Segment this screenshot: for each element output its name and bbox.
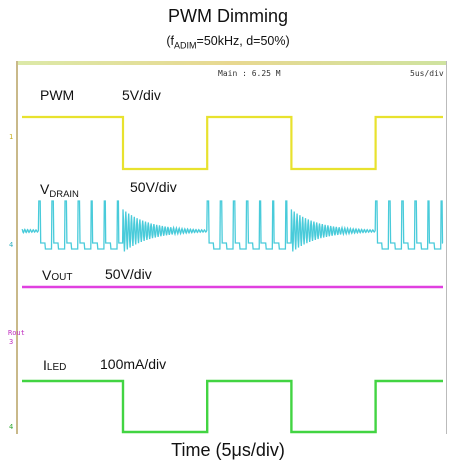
pwm-scale: 5V/div — [122, 87, 161, 103]
vdrain-name: V — [40, 181, 50, 197]
ch2-marker: 4 — [9, 241, 14, 249]
oscilloscope-screen: Main : 6.25 M 5us/div 1 4 Rout 3 4 PWM 5… — [8, 61, 447, 434]
trace-plot — [21, 115, 444, 434]
vdrain-sub: DRAIN — [49, 189, 79, 200]
pwm-label: PWM — [40, 87, 75, 103]
vout-name: V — [42, 267, 52, 283]
scope-top-bar — [18, 61, 446, 65]
iled-name: I — [43, 357, 47, 373]
ch4-marker: 4 — [9, 423, 14, 431]
subtitle-subscript: ADIM — [174, 40, 197, 51]
vdrain-label: VDRAIN — [40, 181, 79, 200]
pwm-trace — [22, 115, 443, 171]
iled-label: ILED — [43, 357, 66, 373]
vout-label: VOUT — [42, 267, 72, 283]
ch3-marker: Rout — [8, 329, 25, 337]
iled-trace — [22, 379, 443, 434]
ch1-marker: 1 — [9, 133, 14, 141]
vout-scale: 50V/div — [105, 266, 152, 282]
main-readout: Main : 6.25 M — [218, 69, 281, 78]
vout-sub: OUT — [51, 272, 73, 283]
ch3b-marker: 3 — [9, 338, 14, 346]
iled-scale: 100mA/div — [100, 356, 167, 372]
vdrain-scale: 50V/div — [130, 179, 177, 195]
iled-sub: LED — [46, 362, 67, 373]
vdrain-trace — [21, 200, 444, 252]
subtitle-prefix: (f — [166, 34, 175, 48]
timebase-readout: 5us/div — [410, 69, 444, 78]
subtitle-rest: =50kHz, d=50%) — [196, 34, 290, 48]
x-axis-label: Time (5μs/div) — [171, 440, 285, 460]
chart-title: PWM Dimming — [168, 6, 288, 26]
chart-subtitle: (fADIM=50kHz, d=50%) — [0, 34, 456, 51]
